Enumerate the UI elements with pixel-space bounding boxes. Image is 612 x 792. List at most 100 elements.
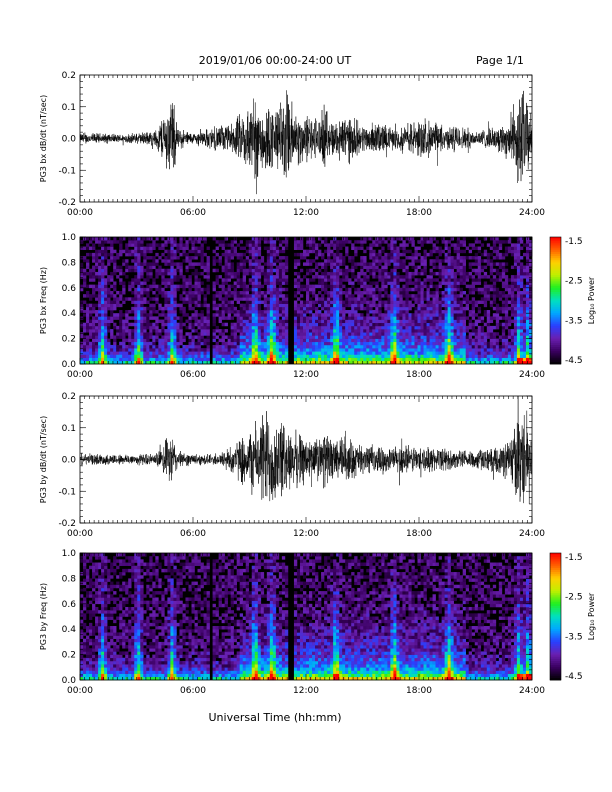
spectrogram-cell (462, 313, 466, 317)
spectrogram-cell (215, 281, 219, 285)
spectrogram-cell (170, 284, 174, 289)
spectrogram-cell (417, 281, 421, 285)
spectrogram-cell (113, 284, 117, 289)
spectrogram-cell (321, 354, 325, 358)
spectrogram-cell (450, 256, 454, 260)
spectrogram-cell (306, 287, 310, 292)
spectrogram-cell (507, 344, 512, 349)
spectrogram-cell (215, 294, 219, 298)
spectrogram-cell (284, 322, 289, 327)
spectrogram-cell (426, 287, 430, 292)
spectrogram-cell (95, 294, 99, 298)
spectrogram-cell (98, 284, 102, 289)
spectrogram-cell (402, 332, 406, 336)
spectrogram-cell (182, 290, 186, 295)
spectrogram-cell (221, 322, 225, 327)
spectrogram-cell (80, 303, 84, 308)
spectrogram-cell (152, 344, 156, 349)
spectrogram-cell (173, 357, 177, 362)
spectrogram-cell (318, 281, 322, 285)
spectrogram-cell (384, 300, 388, 304)
spectrogram-cell (519, 338, 524, 343)
spectrogram-cell (462, 357, 466, 362)
spectrogram-cell (489, 329, 494, 333)
spectrogram-cell (113, 303, 117, 308)
spectrogram-cell (492, 294, 497, 298)
spectrogram-cell (254, 322, 259, 327)
spectrogram-cell (402, 300, 406, 304)
spectrogram-cell (140, 351, 144, 355)
spectrogram-cell (215, 341, 219, 346)
spectrogram-cell (405, 287, 409, 292)
spectrogram-cell (179, 310, 183, 314)
spectrogram-cell (131, 316, 135, 320)
spectrogram-cell (296, 271, 301, 276)
spectrogram-cell (309, 338, 313, 343)
spectrogram-cell (513, 303, 518, 308)
spectrogram-cell (342, 335, 346, 339)
spectrogram-cell (167, 278, 171, 282)
spectrogram-cell (453, 278, 457, 282)
spectrogram-cell (143, 237, 147, 241)
spectrogram-cell (321, 297, 325, 301)
spectrogram-cell (161, 268, 165, 273)
spectrogram-cell (221, 290, 225, 295)
spectrogram-cell (137, 252, 141, 257)
spectrogram-cell (143, 322, 147, 327)
spectrogram-cell (453, 351, 457, 355)
spectrogram-cell (95, 338, 99, 343)
spectrogram-cell (438, 290, 442, 295)
spectrogram-cell (236, 360, 240, 365)
spectrogram-cell (408, 329, 412, 333)
spectrogram-cell (405, 329, 409, 333)
spectrogram-cell (354, 322, 358, 327)
spectrogram-cell (191, 249, 195, 254)
spectrogram-cell (501, 265, 506, 270)
spectrogram-cell (140, 275, 144, 279)
spectrogram-cell (134, 348, 138, 352)
spectrogram-cell (522, 290, 527, 295)
spectrogram-cell (474, 300, 479, 304)
spectrogram-cell (224, 348, 228, 352)
spectrogram-cell (525, 325, 530, 330)
spectrogram-cell (498, 265, 503, 270)
spectrogram-cell (221, 329, 225, 333)
spectrogram-cell (432, 271, 436, 276)
spectrogram-cell (471, 278, 476, 282)
spectrogram-cell (519, 348, 524, 352)
spectrogram-cell (173, 243, 177, 247)
spectrogram-cell (215, 325, 219, 330)
spectrogram-cell (345, 290, 349, 295)
spectrogram-cell (324, 332, 328, 336)
spectrogram-cell (152, 329, 156, 333)
spectrogram-cell (477, 259, 482, 263)
spectrogram-cell (390, 351, 394, 355)
spectrogram-cell (137, 322, 141, 327)
spectrogram-cell (149, 332, 153, 336)
spectrogram-cell (110, 360, 114, 365)
spectrogram-cell (309, 316, 313, 320)
spectrogram-cell (260, 271, 265, 276)
spectrogram-cell (474, 332, 479, 336)
spectrogram-cell (170, 306, 174, 311)
spectrogram-cell (441, 325, 445, 330)
spectrogram-cell (363, 357, 367, 362)
spectrogram-cell (432, 357, 436, 362)
spectrogram-cell (387, 338, 391, 343)
spectrogram-cell (104, 294, 108, 298)
spectrogram-cell (167, 284, 171, 289)
spectrogram-cell (296, 284, 301, 289)
spectrogram-cell (176, 354, 180, 358)
spectrogram-cell (411, 322, 415, 327)
spectrogram-cell (375, 256, 379, 260)
spectrogram-cell (248, 360, 253, 365)
spectrogram-cell (299, 287, 304, 292)
spectrogram-cell (513, 294, 518, 298)
spectrogram-cell (182, 338, 186, 343)
spectrogram-cell (444, 357, 448, 362)
spectrogram-cell (194, 348, 198, 352)
spectrogram-cell (345, 310, 349, 314)
spectrogram-cell (167, 303, 171, 308)
spectrogram-cell (248, 278, 253, 282)
spectrogram-cell (191, 348, 195, 352)
